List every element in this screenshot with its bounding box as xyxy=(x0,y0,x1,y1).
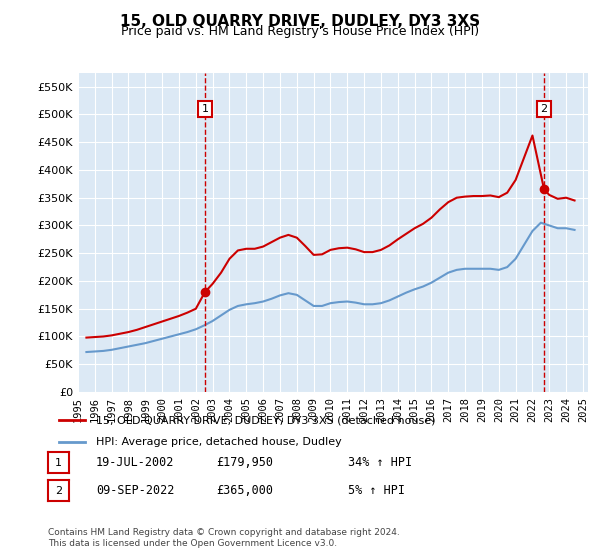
Text: £365,000: £365,000 xyxy=(216,484,273,497)
Text: 2: 2 xyxy=(55,486,62,496)
Text: 1: 1 xyxy=(55,458,62,468)
Text: Contains HM Land Registry data © Crown copyright and database right 2024.: Contains HM Land Registry data © Crown c… xyxy=(48,528,400,536)
Text: Price paid vs. HM Land Registry's House Price Index (HPI): Price paid vs. HM Land Registry's House … xyxy=(121,25,479,38)
Text: This data is licensed under the Open Government Licence v3.0.: This data is licensed under the Open Gov… xyxy=(48,539,337,548)
Text: £179,950: £179,950 xyxy=(216,456,273,469)
Text: HPI: Average price, detached house, Dudley: HPI: Average price, detached house, Dudl… xyxy=(95,437,341,447)
Text: 19-JUL-2002: 19-JUL-2002 xyxy=(96,456,175,469)
Text: 09-SEP-2022: 09-SEP-2022 xyxy=(96,484,175,497)
Text: 15, OLD QUARRY DRIVE, DUDLEY, DY3 3XS (detached house): 15, OLD QUARRY DRIVE, DUDLEY, DY3 3XS (d… xyxy=(95,415,435,425)
Text: 5% ↑ HPI: 5% ↑ HPI xyxy=(348,484,405,497)
Text: 2: 2 xyxy=(541,104,548,114)
Text: 34% ↑ HPI: 34% ↑ HPI xyxy=(348,456,412,469)
Text: 15, OLD QUARRY DRIVE, DUDLEY, DY3 3XS: 15, OLD QUARRY DRIVE, DUDLEY, DY3 3XS xyxy=(120,14,480,29)
Text: 1: 1 xyxy=(202,104,208,114)
